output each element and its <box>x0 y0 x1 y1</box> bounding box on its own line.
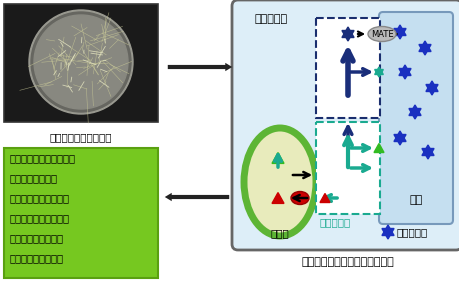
Polygon shape <box>425 81 437 91</box>
Polygon shape <box>418 45 430 55</box>
Text: 色素体: 色素体 <box>270 228 289 238</box>
Polygon shape <box>421 145 433 156</box>
FancyBboxPatch shape <box>378 12 452 224</box>
Bar <box>315 122 379 214</box>
Text: タバコにおけるニコチン: タバコにおけるニコチン <box>10 153 76 163</box>
FancyBboxPatch shape <box>231 0 459 250</box>
Text: 細胞内での生合成と輸送の解析: 細胞内での生合成と輸送の解析 <box>301 257 393 267</box>
Ellipse shape <box>291 191 308 204</box>
Circle shape <box>29 10 133 114</box>
Polygon shape <box>381 225 393 235</box>
Polygon shape <box>421 149 433 159</box>
Polygon shape <box>271 153 283 163</box>
FancyBboxPatch shape <box>4 4 157 122</box>
Polygon shape <box>398 68 410 79</box>
Text: 生産をモデルに、: 生産をモデルに、 <box>10 173 58 183</box>
Ellipse shape <box>243 128 315 236</box>
Text: ：ニコチン: ：ニコチン <box>396 227 427 237</box>
Text: 基盤構築を目指す。: 基盤構築を目指す。 <box>10 253 64 263</box>
Polygon shape <box>393 131 405 141</box>
Polygon shape <box>271 193 283 203</box>
Polygon shape <box>341 30 353 41</box>
Text: 液胞: 液胞 <box>409 195 422 205</box>
Polygon shape <box>408 108 420 119</box>
Polygon shape <box>418 41 430 51</box>
Text: 一次代謝系: 一次代謝系 <box>319 217 351 227</box>
FancyBboxPatch shape <box>4 148 157 278</box>
Polygon shape <box>381 229 393 239</box>
Polygon shape <box>393 28 405 39</box>
Polygon shape <box>341 27 353 37</box>
Polygon shape <box>374 70 382 77</box>
Text: タバコ形質転換毛状根: タバコ形質転換毛状根 <box>50 132 112 142</box>
Circle shape <box>34 15 128 109</box>
Polygon shape <box>374 67 382 74</box>
Polygon shape <box>319 193 329 202</box>
Text: 細胞内での代謝産物の: 細胞内での代謝産物の <box>10 193 70 203</box>
Text: MATE: MATE <box>370 30 392 39</box>
Ellipse shape <box>367 26 395 41</box>
Circle shape <box>31 12 131 112</box>
Bar <box>315 18 379 118</box>
Polygon shape <box>393 25 405 36</box>
Text: より効率的な生産の: より効率的な生産の <box>10 233 64 243</box>
Text: 二次代謝系: 二次代謝系 <box>254 14 287 24</box>
Polygon shape <box>398 65 410 76</box>
Polygon shape <box>408 105 420 116</box>
Polygon shape <box>393 135 405 145</box>
Polygon shape <box>425 85 437 95</box>
Text: 空間的動態の解析と、: 空間的動態の解析と、 <box>10 213 70 223</box>
Polygon shape <box>373 143 383 153</box>
